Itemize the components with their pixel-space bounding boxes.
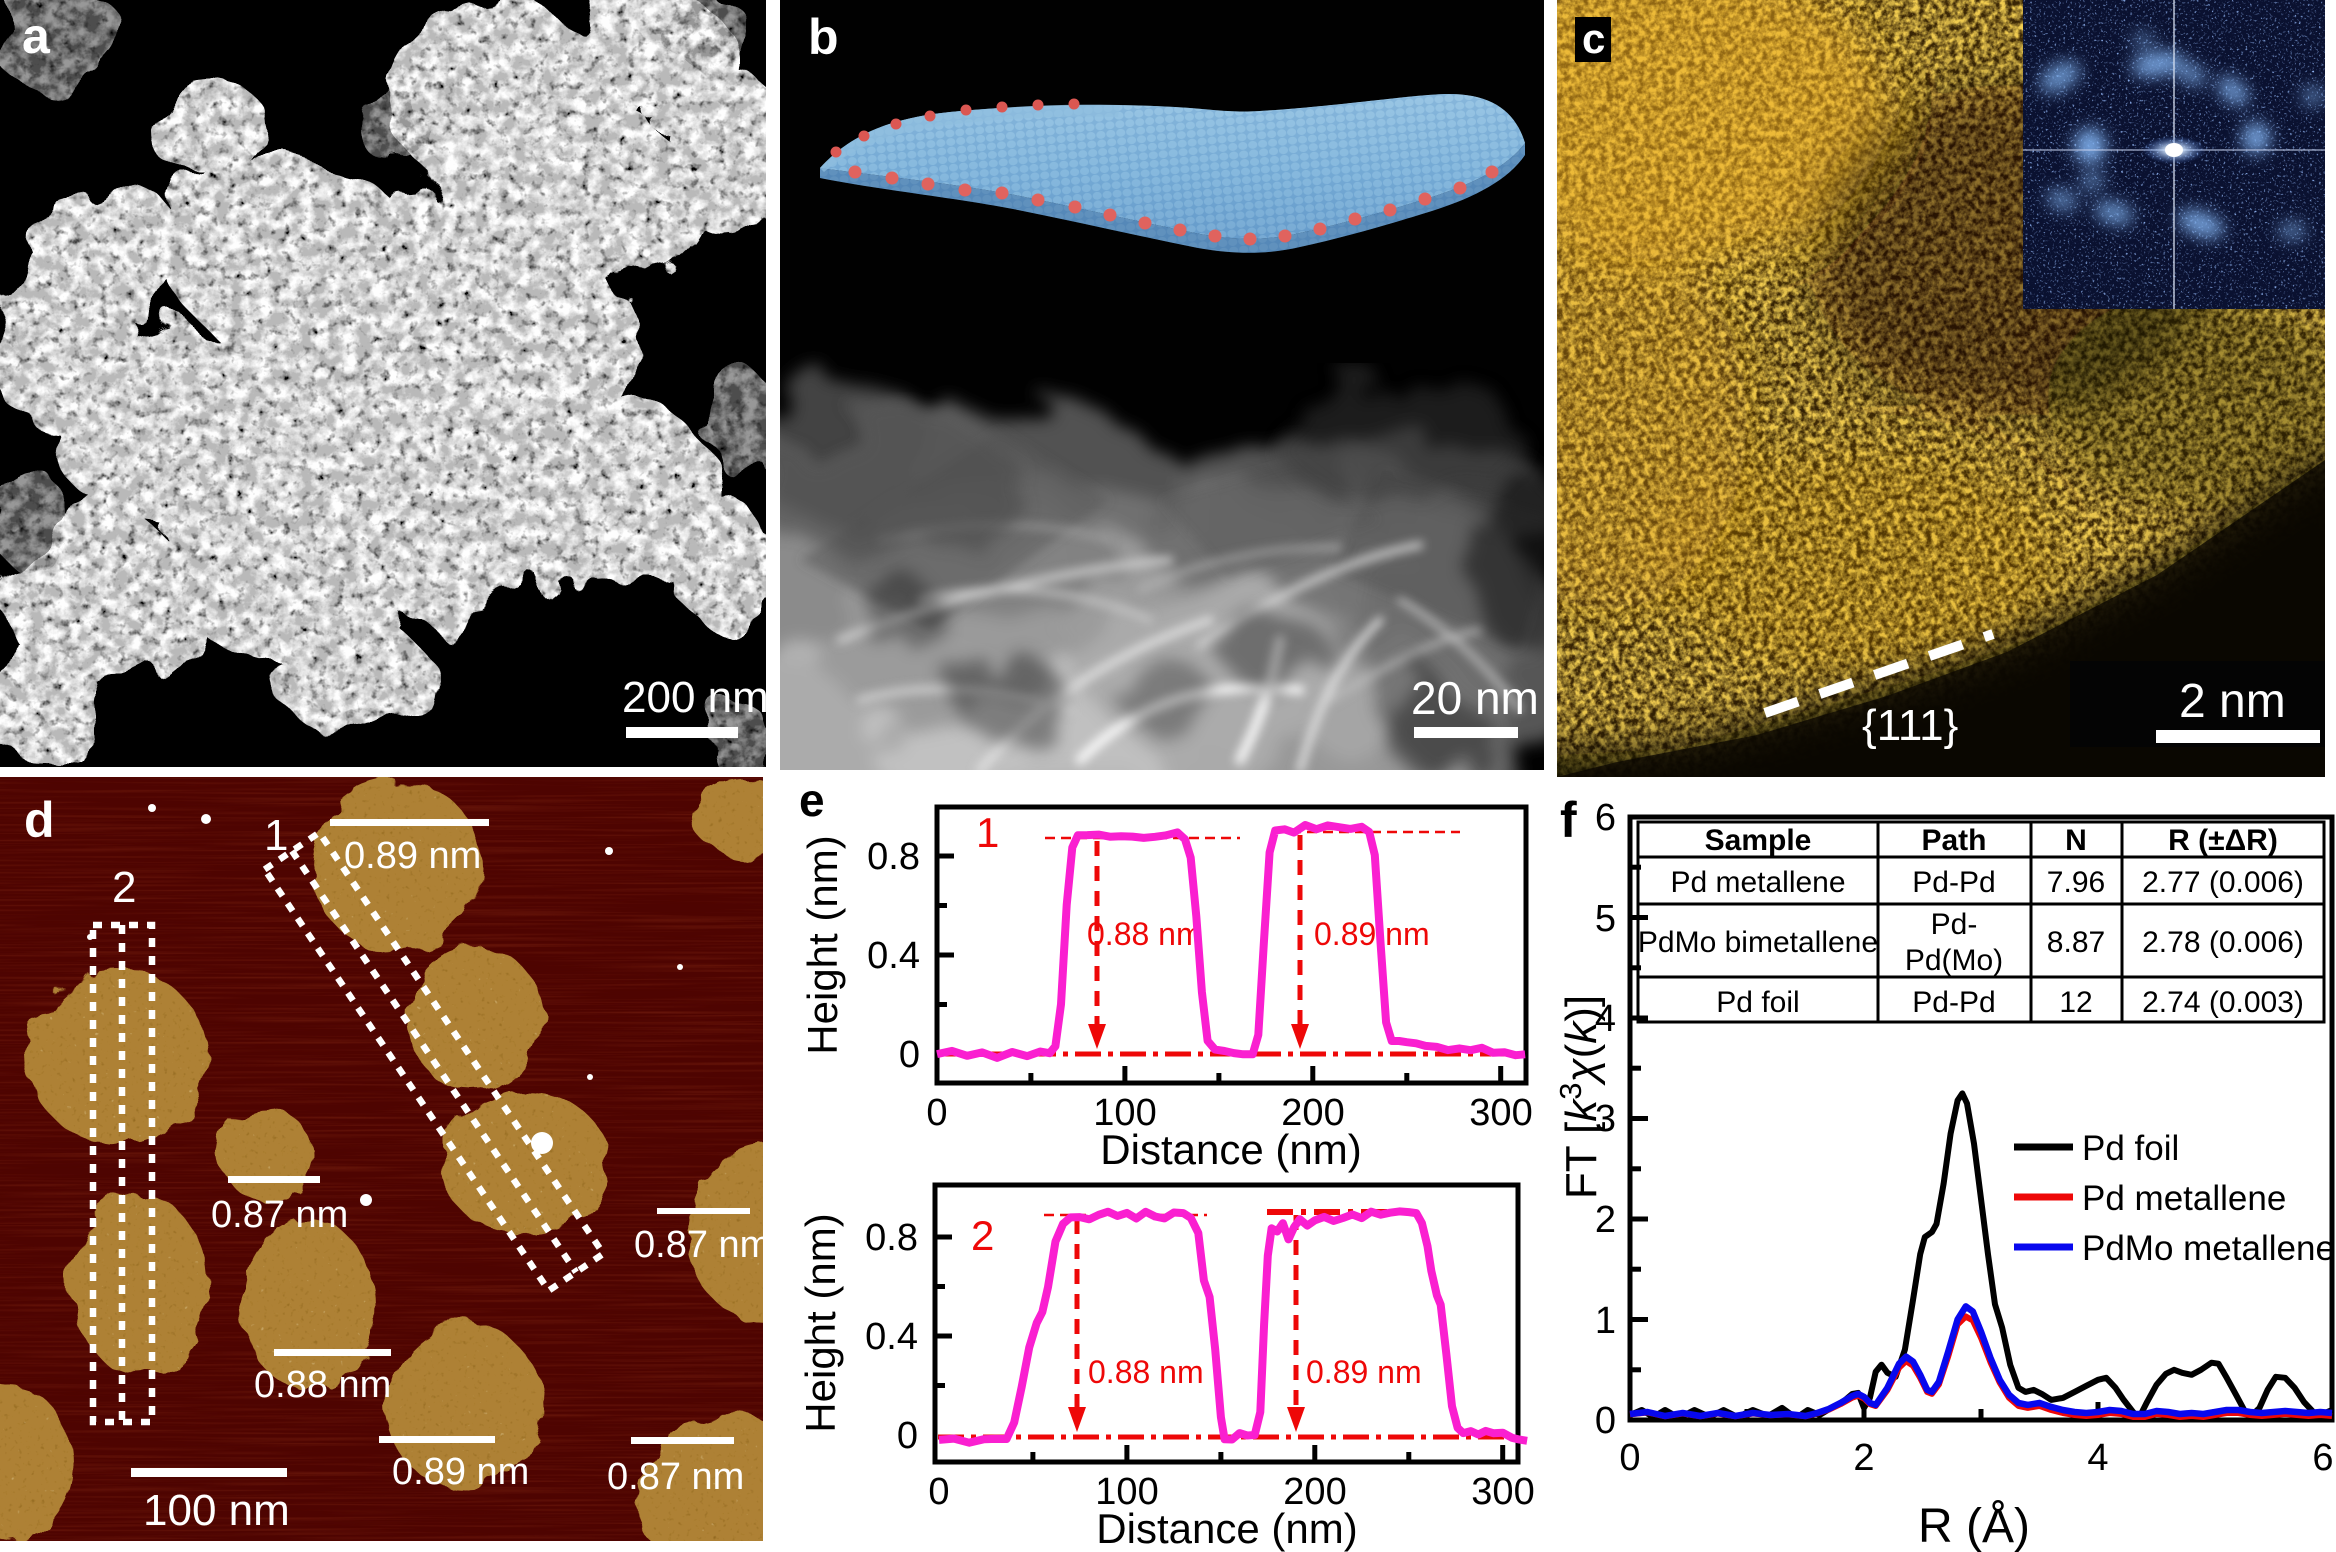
svg-text:e: e [799, 777, 825, 826]
svg-text:2.74 (0.003): 2.74 (0.003) [2142, 986, 2304, 1019]
svg-text:4: 4 [2087, 1437, 2108, 1479]
svg-text:Pd metallene: Pd metallene [1670, 866, 1845, 899]
svg-text:b: b [808, 9, 839, 65]
svg-text:f: f [1560, 792, 1577, 848]
svg-text:2: 2 [112, 863, 136, 912]
svg-text:0.89 nm: 0.89 nm [392, 1451, 529, 1493]
svg-text:200 nm: 200 nm [622, 673, 766, 722]
svg-text:0.87 nm: 0.87 nm [634, 1224, 763, 1266]
svg-text:0: 0 [899, 1034, 920, 1076]
svg-text:2 nm: 2 nm [2179, 675, 2286, 728]
svg-text:1: 1 [264, 811, 288, 860]
svg-text:{111}: {111} [1862, 701, 1958, 750]
svg-text:100 nm: 100 nm [143, 1486, 290, 1535]
svg-text:0.89 nm: 0.89 nm [1314, 916, 1430, 952]
svg-text:2: 2 [971, 1212, 994, 1259]
svg-text:0.88 nm: 0.88 nm [254, 1364, 391, 1406]
svg-text:5: 5 [1595, 898, 1616, 940]
svg-text:300: 300 [1471, 1471, 1534, 1513]
svg-text:7.96: 7.96 [2047, 866, 2105, 899]
svg-text:0.87 nm: 0.87 nm [211, 1194, 348, 1236]
svg-text:0.89 nm: 0.89 nm [344, 835, 481, 877]
svg-text:Pd foil: Pd foil [1716, 986, 1799, 1019]
svg-text:200: 200 [1281, 1092, 1344, 1134]
svg-text:Pd-Pd: Pd-Pd [1912, 986, 1995, 1019]
svg-text:Sample: Sample [1705, 824, 1812, 857]
svg-text:12: 12 [2059, 986, 2092, 1019]
svg-text:100: 100 [1093, 1092, 1156, 1134]
svg-text:a: a [22, 8, 51, 64]
svg-text:Pd metallene: Pd metallene [2082, 1179, 2286, 1218]
svg-text:R (Å): R (Å) [1918, 1500, 2030, 1552]
svg-text:0.88 nm: 0.88 nm [1087, 916, 1203, 952]
svg-text:0.4: 0.4 [867, 935, 920, 977]
svg-text:100: 100 [1095, 1471, 1158, 1513]
svg-text:200: 200 [1283, 1471, 1346, 1513]
svg-text:Pd-: Pd- [1931, 908, 1978, 941]
svg-text:Height (nm): Height (nm) [797, 1213, 844, 1432]
svg-text:Pd(Mo): Pd(Mo) [1905, 944, 2003, 977]
svg-text:0: 0 [926, 1092, 947, 1134]
svg-text:300: 300 [1469, 1092, 1532, 1134]
svg-text:0: 0 [1619, 1437, 1640, 1479]
svg-text:d: d [24, 792, 55, 848]
svg-text:20 nm: 20 nm [1411, 672, 1539, 724]
svg-text:0.8: 0.8 [865, 1217, 918, 1259]
svg-text:c: c [1582, 15, 1605, 62]
svg-text:Distance (nm): Distance (nm) [1096, 1505, 1357, 1552]
svg-text:0.4: 0.4 [865, 1316, 918, 1358]
svg-text:0.88 nm: 0.88 nm [1088, 1354, 1204, 1390]
svg-text:0: 0 [1595, 1400, 1616, 1442]
svg-text:0.89 nm: 0.89 nm [1306, 1354, 1422, 1390]
svg-text:0.8: 0.8 [867, 836, 920, 878]
svg-text:N: N [2065, 824, 2087, 857]
svg-text:Height (nm): Height (nm) [799, 835, 846, 1054]
svg-text:1: 1 [976, 809, 999, 856]
svg-text:3: 3 [1595, 1098, 1616, 1140]
svg-text:4: 4 [1595, 998, 1616, 1040]
svg-text:2.77 (0.006): 2.77 (0.006) [2142, 866, 2304, 899]
svg-text:Pd-Pd: Pd-Pd [1912, 866, 1995, 899]
svg-text:0: 0 [897, 1415, 918, 1457]
svg-text:2: 2 [1853, 1437, 1874, 1479]
svg-text:Path: Path [1921, 824, 1986, 857]
svg-text:1: 1 [1595, 1300, 1616, 1342]
svg-text:0.87 nm: 0.87 nm [607, 1456, 744, 1498]
svg-text:6: 6 [1595, 797, 1616, 839]
svg-text:Pd foil: Pd foil [2082, 1129, 2179, 1168]
svg-text:0: 0 [928, 1471, 949, 1513]
svg-text:Distance (nm): Distance (nm) [1100, 1126, 1361, 1173]
svg-text:8.87: 8.87 [2047, 926, 2105, 959]
svg-text:6: 6 [2312, 1437, 2333, 1479]
svg-text:PdMo metallene: PdMo metallene [2082, 1229, 2335, 1268]
svg-text:2: 2 [1595, 1199, 1616, 1241]
svg-text:R (±ΔR): R (±ΔR) [2168, 824, 2278, 857]
svg-text:PdMo bimetallene: PdMo bimetallene [1638, 926, 1878, 959]
svg-text:2.78 (0.006): 2.78 (0.006) [2142, 926, 2304, 959]
